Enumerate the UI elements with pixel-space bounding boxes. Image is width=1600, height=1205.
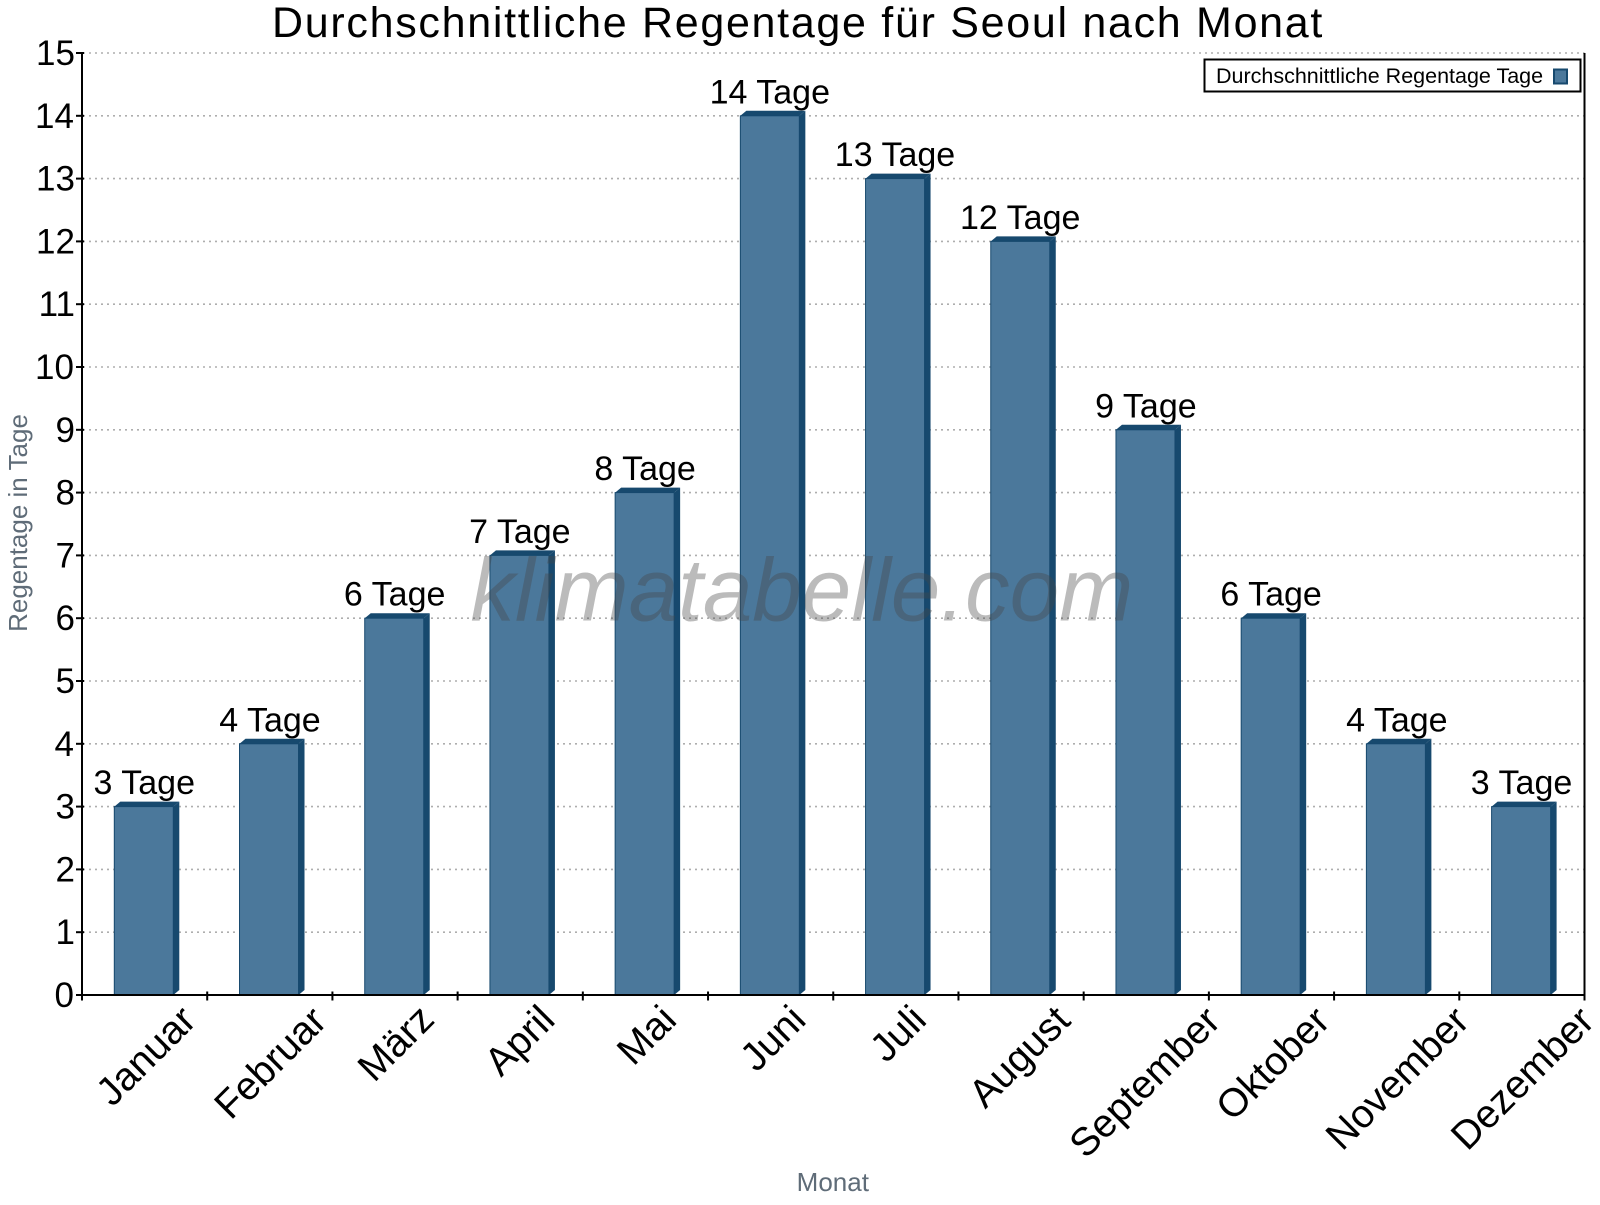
svg-text:7: 7 xyxy=(56,536,75,575)
svg-text:14: 14 xyxy=(35,97,74,136)
svg-text:2: 2 xyxy=(56,850,75,889)
svg-text:12 Tage: 12 Tage xyxy=(960,199,1080,237)
svg-text:Monat: Monat xyxy=(797,1167,870,1197)
svg-text:3 Tage: 3 Tage xyxy=(94,764,195,802)
svg-text:8 Tage: 8 Tage xyxy=(594,450,695,488)
svg-text:9: 9 xyxy=(56,411,75,450)
svg-text:10: 10 xyxy=(35,348,74,387)
svg-text:3 Tage: 3 Tage xyxy=(1471,764,1572,802)
svg-text:4: 4 xyxy=(55,725,74,764)
svg-text:13 Tage: 13 Tage xyxy=(835,136,955,174)
svg-text:0: 0 xyxy=(55,976,74,1015)
svg-text:13: 13 xyxy=(36,160,75,199)
svg-text:1: 1 xyxy=(56,913,75,952)
svg-text:8: 8 xyxy=(56,474,75,513)
svg-text:4 Tage: 4 Tage xyxy=(219,701,320,739)
svg-text:Durchschnittliche Regentage fü: Durchschnittliche Regentage für Seoul na… xyxy=(272,0,1324,47)
svg-text:7 Tage: 7 Tage xyxy=(469,513,570,551)
svg-text:12: 12 xyxy=(36,222,75,261)
svg-text:14 Tage: 14 Tage xyxy=(710,73,830,111)
svg-text:6 Tage: 6 Tage xyxy=(344,576,445,614)
svg-text:11: 11 xyxy=(39,285,75,324)
svg-text:15: 15 xyxy=(36,34,75,73)
svg-text:6 Tage: 6 Tage xyxy=(1220,576,1321,614)
svg-text:Durchschnittliche Regentage Ta: Durchschnittliche Regentage Tage xyxy=(1216,64,1543,88)
svg-text:Regentage in Tage: Regentage in Tage xyxy=(3,414,33,632)
svg-text:3: 3 xyxy=(56,788,75,827)
svg-text:klimatabelle.com: klimatabelle.com xyxy=(470,540,1133,640)
svg-text:9 Tage: 9 Tage xyxy=(1095,387,1196,425)
svg-text:5: 5 xyxy=(56,662,75,701)
svg-text:6: 6 xyxy=(56,599,75,638)
svg-text:4 Tage: 4 Tage xyxy=(1346,701,1447,739)
